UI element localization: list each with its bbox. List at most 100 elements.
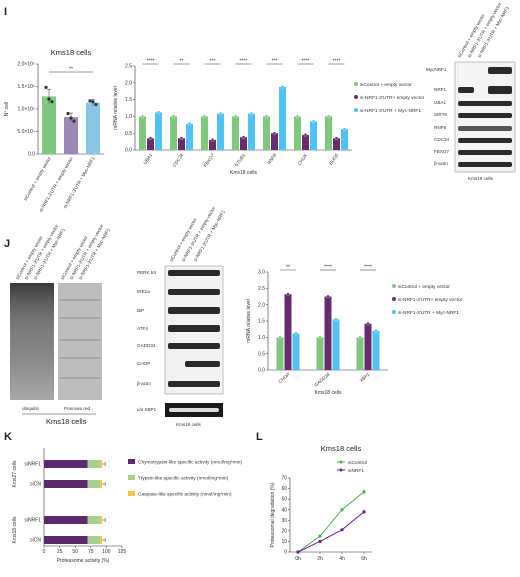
x-tick-label: STUB1 — [234, 152, 247, 167]
significance-label: **** — [302, 59, 310, 65]
y-tick-label: 20 — [281, 528, 287, 534]
bar — [170, 116, 177, 150]
y-tick-label: 2.5 — [258, 286, 265, 292]
bar-segment — [87, 516, 101, 524]
group-label: Kms18 cells — [12, 516, 18, 543]
band-label: UBA1 — [434, 100, 446, 105]
legend-label: si-NRF1-3'UTR+ empty vector — [398, 297, 463, 303]
bar — [232, 116, 239, 150]
significance-label: ** — [69, 67, 73, 73]
bar — [302, 134, 309, 150]
bar-segment — [100, 460, 103, 468]
band-label: ATF4 — [137, 326, 148, 331]
bar-segment — [44, 460, 88, 468]
bar — [276, 337, 284, 370]
blot-bands — [458, 67, 512, 167]
bar — [178, 138, 185, 150]
data-point — [334, 317, 338, 322]
legend-label: siNRF1 — [348, 468, 364, 474]
x-tick-label: 6h — [361, 556, 367, 562]
y-tick-label: 2.5 — [125, 64, 132, 70]
ubiquitin-ponceau-blot: siControl + empty vector si-NRF1-3'UTR +… — [10, 223, 111, 426]
data-point — [326, 114, 331, 119]
significance-label: **** — [333, 59, 341, 65]
data-point — [47, 97, 51, 101]
y-tick-label: 0.5 — [125, 131, 132, 137]
x-tick-label: RNF8 — [266, 152, 277, 165]
significance-label: *** — [272, 59, 278, 65]
bar — [279, 86, 286, 150]
blot-caption: Kms18 cells — [46, 417, 87, 426]
blot-bands — [168, 270, 220, 387]
data-point — [342, 127, 347, 131]
y-tick-label: 30 — [281, 518, 287, 524]
band-label: RNF8 — [434, 125, 446, 130]
y-tick-label: 1.0 — [258, 335, 265, 341]
bar-segment — [100, 536, 103, 544]
data-point — [311, 119, 316, 124]
bar-segment — [87, 536, 101, 544]
row-label: siCN — [30, 538, 41, 544]
y-tick-label: 5.0×10⁴ — [17, 129, 35, 135]
bar — [139, 116, 146, 150]
bar — [332, 319, 340, 370]
legend-swatch — [354, 108, 358, 112]
data-point — [171, 114, 176, 119]
x-tick-label: CDC34 — [172, 152, 185, 168]
y-axis-label: Proteasomal degradation (%) — [270, 482, 276, 547]
y-tick-label: 0.0 — [258, 368, 265, 374]
x-tick-label: 125 — [118, 549, 127, 555]
data-point — [72, 119, 76, 123]
y-tick-label: 2.0×10⁵ — [17, 62, 35, 68]
legend-swatch — [128, 459, 135, 464]
band-label: CHOP — [137, 361, 150, 366]
bar-segment — [44, 516, 88, 524]
legend-label: si-NRF1-3'UTR + Myc-NRF1 — [398, 310, 459, 316]
bar — [356, 337, 364, 370]
x-tick-label: FBXO7 — [203, 152, 216, 168]
legend-swatch — [128, 491, 135, 496]
x-tick-label: 4h — [339, 556, 345, 562]
x-tick-label: 2h — [317, 556, 323, 562]
data-point — [249, 112, 254, 116]
y-tick-label: 2.0 — [258, 302, 265, 308]
legend-label: Chymotrypsin-like specific activity (nmo… — [138, 460, 242, 466]
data-point — [286, 292, 290, 296]
data-point — [148, 136, 153, 140]
band-label: MycNRF1 — [426, 67, 447, 72]
legend-label: Caspase-like specific activity (nmol/mg*… — [138, 492, 232, 498]
data-point — [296, 550, 300, 554]
blot-caption: Kms18 cells — [468, 176, 493, 181]
data-point — [318, 534, 322, 538]
blot-caption: Kms18 cells — [176, 422, 201, 427]
data-point — [374, 329, 378, 333]
data-point — [218, 112, 223, 116]
bar-segment — [100, 480, 103, 488]
bar — [372, 330, 380, 370]
x-tick-label: 0h — [295, 556, 301, 562]
bar — [201, 116, 208, 150]
panel-label-i: I — [4, 6, 7, 18]
significance-label: **** — [364, 265, 372, 271]
bar — [292, 333, 300, 370]
data-point — [91, 100, 95, 104]
x-tick-label: 50 — [72, 549, 78, 555]
significance-label: ** — [286, 265, 290, 271]
x-axis-label: Proteasome activity (%) — [57, 558, 110, 564]
significance-label: **** — [324, 265, 332, 271]
data-point — [334, 136, 339, 140]
y-tick-label: 2.0 — [125, 80, 132, 86]
bar — [86, 102, 100, 154]
legend-label: Trypsin-like specific activity (nmol/mg*… — [138, 476, 229, 482]
data-point — [366, 321, 370, 326]
legend-swatch — [354, 82, 358, 86]
x-tick-label: 100 — [102, 549, 111, 555]
row-label: siCN — [30, 482, 41, 488]
data-point — [358, 335, 362, 339]
chart-title: Kms18 cells — [321, 444, 362, 453]
x-axis-label: Kms18 cells — [230, 170, 257, 176]
y-tick-label: 0.5 — [258, 351, 265, 357]
bar — [209, 139, 216, 150]
y-tick-label: 0.0 — [125, 148, 132, 154]
